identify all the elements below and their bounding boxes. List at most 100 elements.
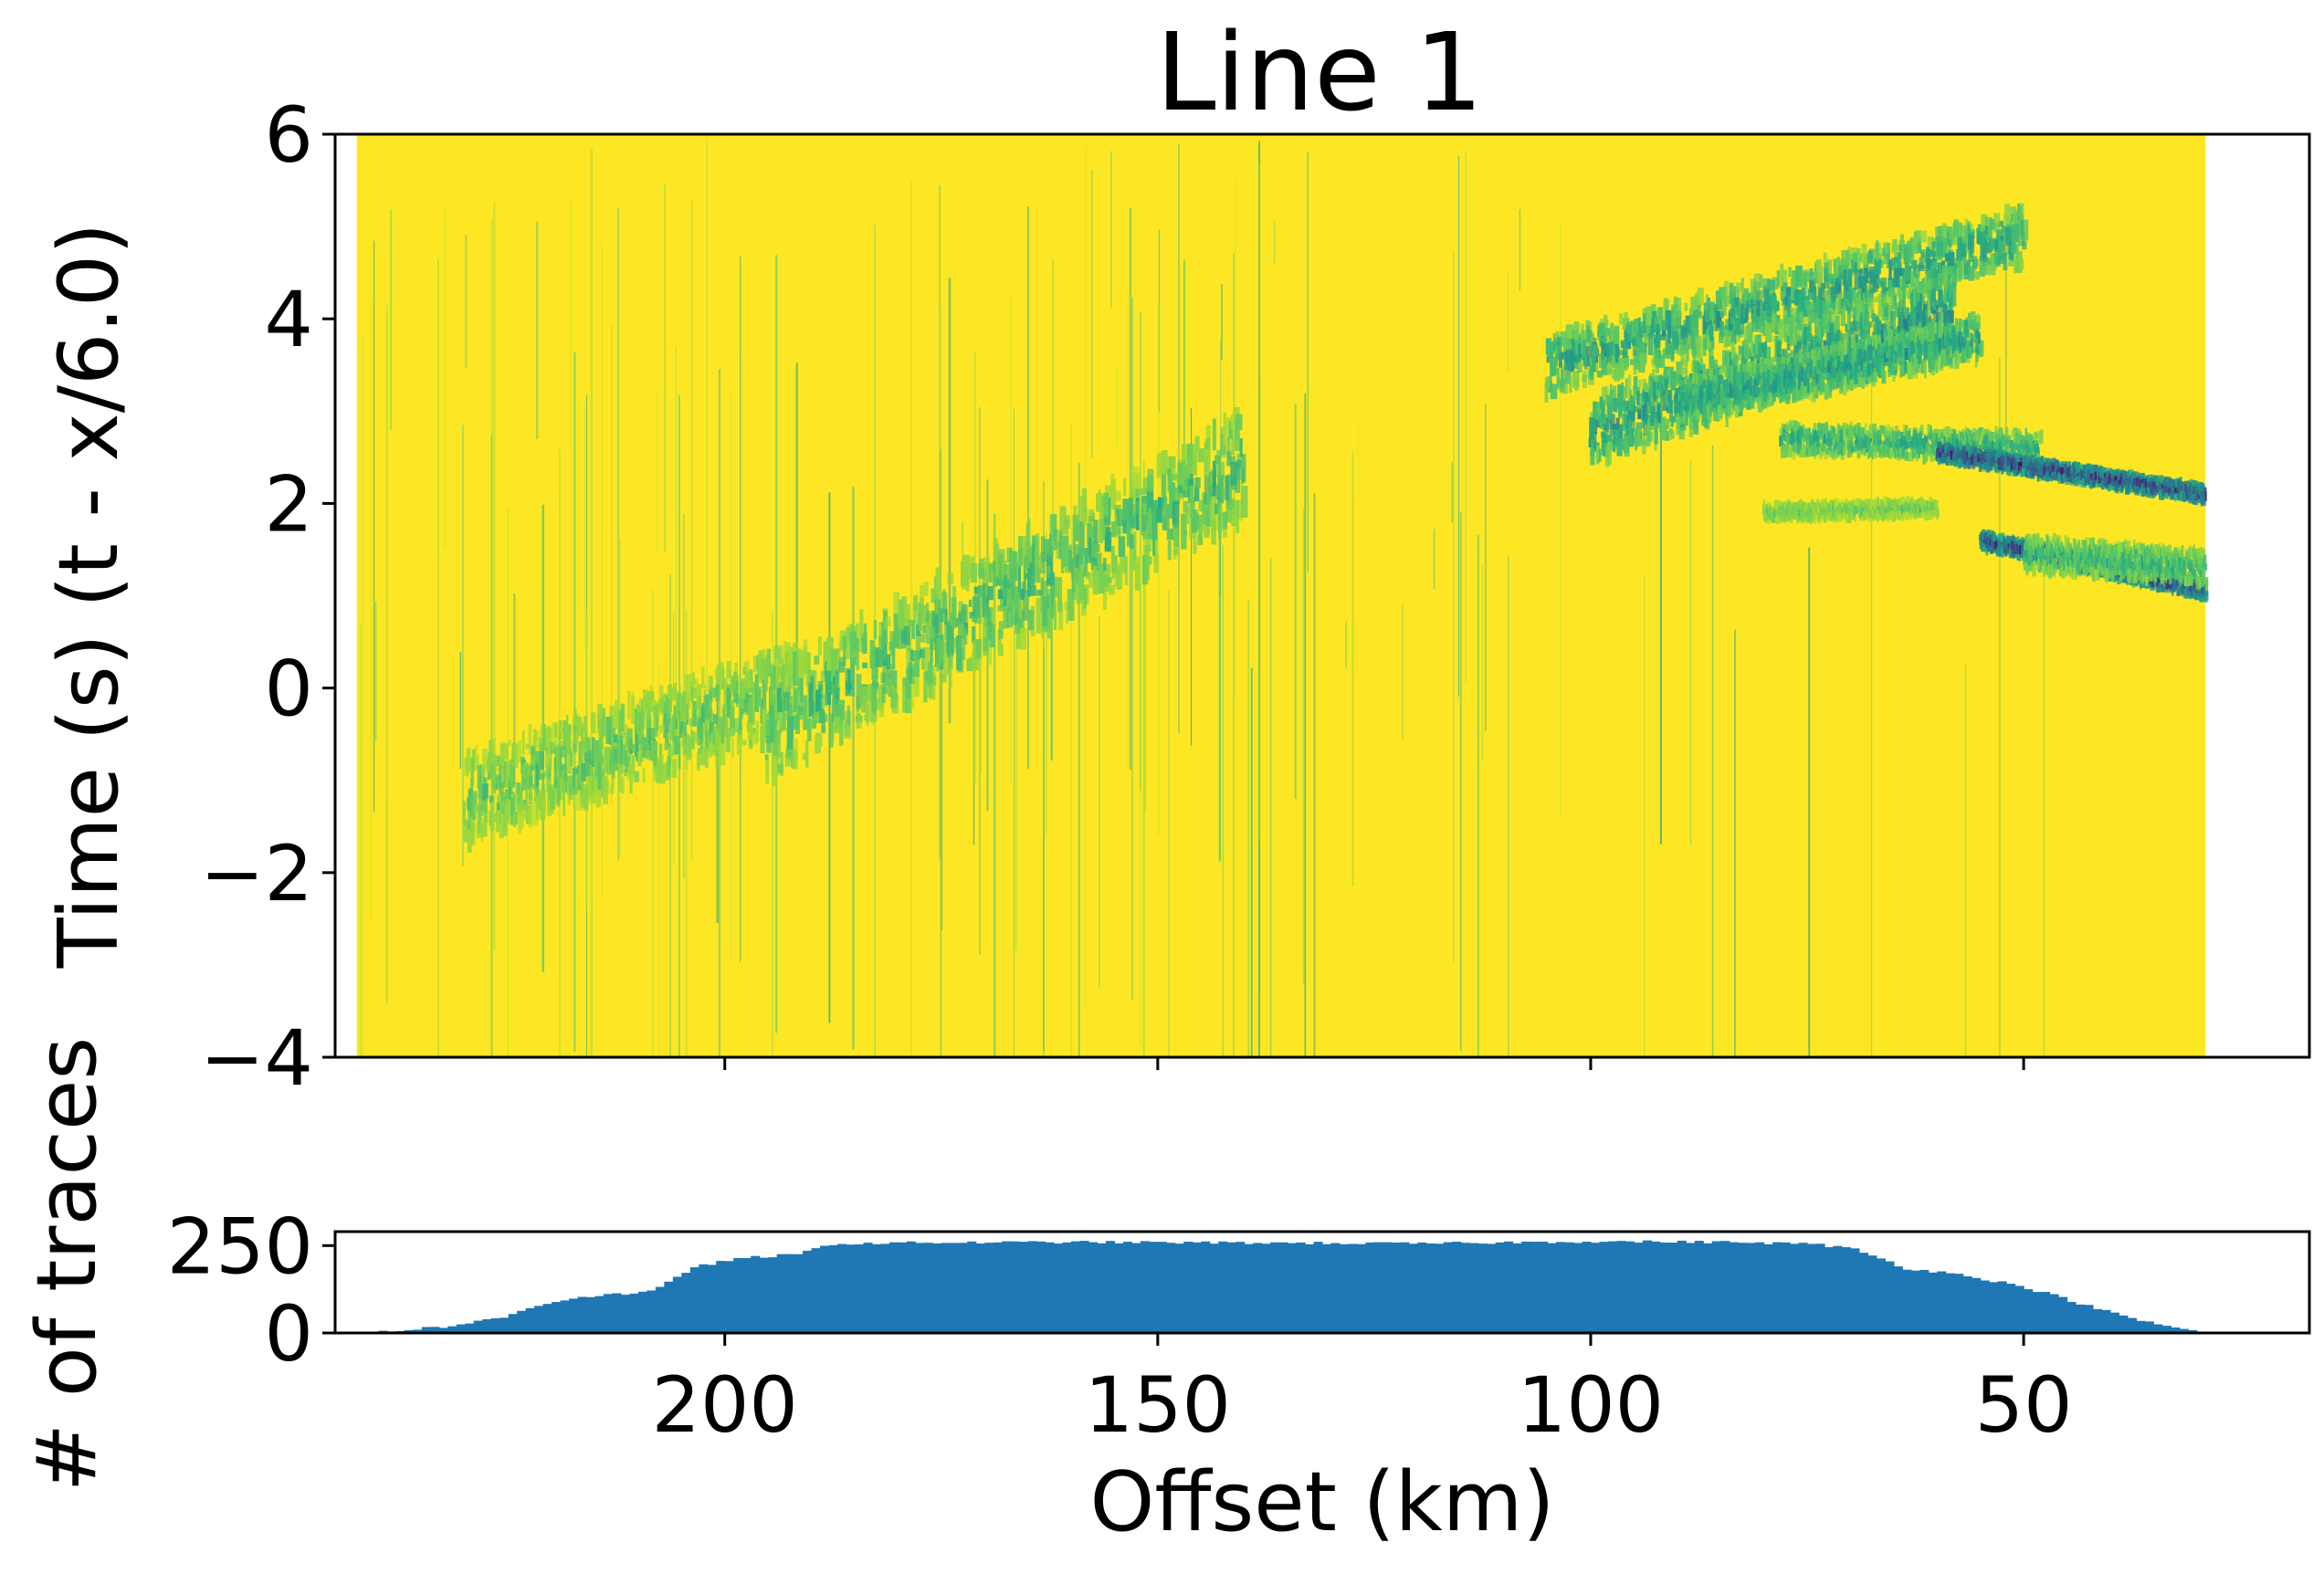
arrival-sample bbox=[1654, 421, 1658, 445]
arrival-sample bbox=[1683, 410, 1686, 423]
arrival-sample bbox=[1586, 325, 1590, 342]
arrival-sample bbox=[1240, 486, 1248, 518]
arrival-sample bbox=[733, 671, 737, 702]
arrival-sample bbox=[834, 716, 841, 734]
arrival-sample bbox=[1803, 434, 1808, 442]
arrival-sample bbox=[1810, 381, 1813, 394]
arrival-sample bbox=[649, 743, 654, 761]
arrival-sample bbox=[1557, 337, 1562, 357]
arrival-sample bbox=[1605, 320, 1609, 327]
arrival-sample bbox=[925, 613, 933, 645]
arrival-sample bbox=[1934, 343, 1939, 361]
arrival-sample bbox=[1897, 308, 1901, 317]
arrival-sample bbox=[1218, 506, 1222, 540]
arrival-sample bbox=[1843, 269, 1847, 286]
arrival-sample bbox=[762, 721, 769, 730]
arrival-sample bbox=[1988, 430, 1992, 439]
arrival-sample bbox=[1954, 337, 1958, 351]
arrival-sample bbox=[1682, 383, 1686, 391]
arrival-sample bbox=[920, 604, 927, 624]
arrival-sample bbox=[830, 723, 835, 742]
arrival-sample bbox=[1898, 268, 1902, 276]
arrival-sample bbox=[726, 684, 732, 698]
arrival-sample bbox=[583, 737, 588, 750]
arrival-sample bbox=[1897, 251, 1902, 270]
arrival-sample bbox=[1703, 302, 1708, 315]
arrival-sample bbox=[1892, 310, 1897, 335]
arrival-sample bbox=[1588, 330, 1593, 347]
arrival-sample bbox=[1065, 523, 1068, 535]
arrival-sample bbox=[1719, 380, 1723, 393]
arrival-sample bbox=[1617, 384, 1624, 408]
arrival-sample bbox=[529, 792, 532, 800]
arrival-sample bbox=[1888, 290, 1894, 304]
arrival-sample bbox=[1550, 356, 1557, 376]
arrival-sample bbox=[1666, 341, 1672, 355]
arrival-sample bbox=[1188, 517, 1194, 539]
arrival-sample bbox=[556, 746, 562, 773]
arrival-sample bbox=[1799, 432, 1803, 442]
arrival-sample bbox=[1969, 320, 1973, 329]
arrival-sample bbox=[673, 682, 678, 697]
arrival-sample bbox=[1678, 398, 1683, 405]
arrival-sample bbox=[1904, 264, 1910, 281]
arrival-sample bbox=[589, 750, 594, 765]
arrival-sample bbox=[1072, 540, 1076, 572]
arrival-sample bbox=[789, 646, 794, 669]
arrival-sample bbox=[1854, 445, 1857, 453]
arrival-sample bbox=[1790, 321, 1794, 347]
arrival-sample bbox=[1041, 580, 1048, 595]
arrival-sample bbox=[1592, 419, 1598, 435]
arrival-sample bbox=[1762, 311, 1768, 321]
arrival-sample bbox=[1769, 386, 1772, 394]
arrival-sample bbox=[1944, 272, 1950, 291]
arrival-sample bbox=[1953, 219, 1959, 237]
arrival-sample bbox=[1840, 429, 1844, 441]
arrival-sample bbox=[1782, 270, 1788, 293]
arrival-sample bbox=[1918, 245, 1922, 254]
arrival-sample bbox=[1695, 402, 1700, 420]
arrival-sample bbox=[930, 638, 933, 664]
arrival-sample bbox=[1854, 262, 1859, 272]
arrival-sample bbox=[1970, 311, 1976, 328]
arrival-sample bbox=[1628, 396, 1635, 412]
arrival-sample bbox=[1875, 334, 1877, 351]
arrival-sample bbox=[1729, 282, 1734, 303]
arrival-sample bbox=[500, 782, 505, 789]
arrival-sample bbox=[1098, 489, 1101, 509]
arrival-sample bbox=[1859, 364, 1863, 380]
arrival-sample bbox=[1809, 439, 1813, 446]
arrival-sample bbox=[1708, 341, 1712, 353]
arrival-sample bbox=[651, 699, 657, 708]
arrival-sample bbox=[632, 743, 636, 753]
arrival-sample bbox=[1719, 405, 1722, 418]
arrival-sample bbox=[2001, 225, 2005, 234]
arrival-sample bbox=[1142, 477, 1151, 493]
arrival-sample bbox=[1976, 313, 1980, 322]
arrival-sample bbox=[1827, 278, 1831, 296]
arrival-sample bbox=[576, 716, 583, 737]
arrival-sample bbox=[1785, 357, 1789, 365]
arrival-sample bbox=[931, 588, 936, 603]
arrival-sample bbox=[1772, 313, 1777, 328]
arrival-sample bbox=[1888, 259, 1892, 280]
arrival-sample bbox=[1847, 450, 1853, 457]
arrival-sample bbox=[1928, 359, 1932, 373]
arrival-sample bbox=[1919, 333, 1922, 352]
arrival-sample bbox=[1829, 362, 1833, 375]
arrival-sample bbox=[1868, 280, 1877, 294]
arrival-sample bbox=[668, 684, 673, 713]
arrival-sample bbox=[1711, 385, 1715, 399]
arrival-sample bbox=[1836, 425, 1840, 438]
arrival-sample bbox=[1242, 454, 1246, 483]
arrival-sample bbox=[989, 624, 995, 648]
arrival-sample bbox=[1790, 378, 1794, 387]
arrival-sample bbox=[623, 744, 626, 765]
arrival-sample bbox=[1967, 320, 1971, 340]
arrival-sample bbox=[1791, 440, 1794, 451]
arrival-sample bbox=[1780, 287, 1784, 301]
arrival-sample bbox=[1940, 349, 1947, 364]
arrival-sample bbox=[623, 724, 628, 735]
arrival-sample bbox=[1910, 446, 1915, 456]
arrival-sample bbox=[1864, 285, 1868, 303]
